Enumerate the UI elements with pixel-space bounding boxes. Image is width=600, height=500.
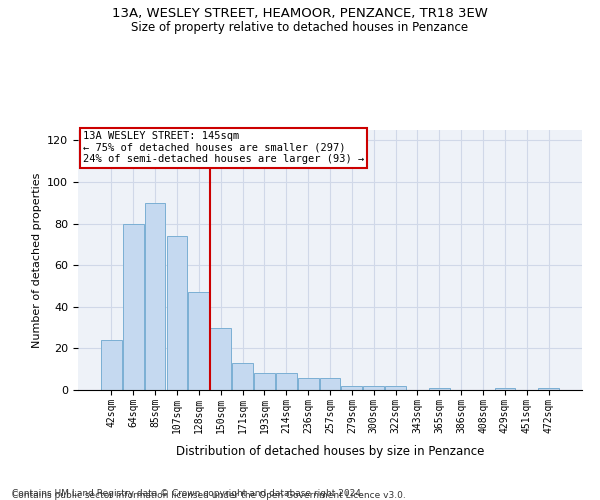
Text: 13A WESLEY STREET: 145sqm
← 75% of detached houses are smaller (297)
24% of semi: 13A WESLEY STREET: 145sqm ← 75% of detac… [83, 132, 364, 164]
Bar [385, 386, 406, 390]
Bar [145, 203, 166, 390]
Text: Contains public sector information licensed under the Open Government Licence v3: Contains public sector information licen… [12, 491, 406, 500]
Bar [276, 374, 296, 390]
Bar [364, 386, 384, 390]
Text: 13A, WESLEY STREET, HEAMOOR, PENZANCE, TR18 3EW: 13A, WESLEY STREET, HEAMOOR, PENZANCE, T… [112, 8, 488, 20]
Bar [341, 386, 362, 390]
Y-axis label: Number of detached properties: Number of detached properties [32, 172, 41, 348]
Bar [320, 378, 340, 390]
Text: Distribution of detached houses by size in Penzance: Distribution of detached houses by size … [176, 444, 484, 458]
Bar [429, 388, 450, 390]
Bar [494, 388, 515, 390]
Bar [210, 328, 231, 390]
Bar [298, 378, 319, 390]
Bar [123, 224, 143, 390]
Bar [101, 340, 122, 390]
Text: Contains HM Land Registry data © Crown copyright and database right 2024.: Contains HM Land Registry data © Crown c… [12, 488, 364, 498]
Bar [232, 363, 253, 390]
Bar [538, 388, 559, 390]
Bar [188, 292, 209, 390]
Text: Size of property relative to detached houses in Penzance: Size of property relative to detached ho… [131, 21, 469, 34]
Bar [254, 374, 275, 390]
Bar [167, 236, 187, 390]
